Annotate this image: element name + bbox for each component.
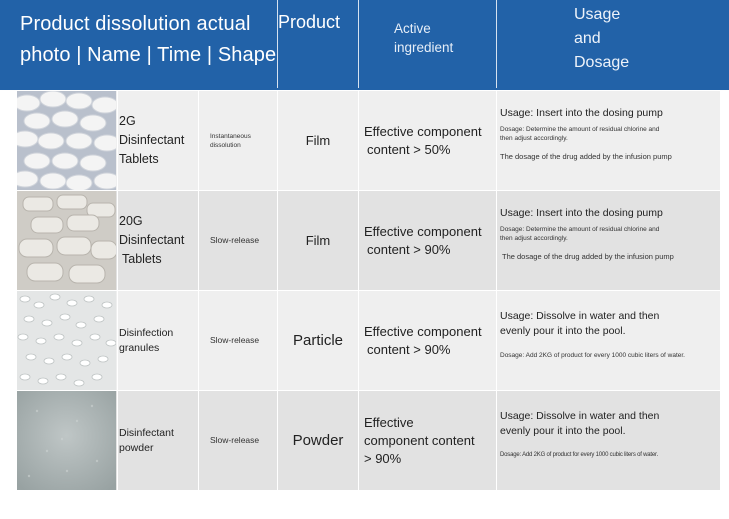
usage-dosage: Usage: Insert into the dosing pump Dosag… (497, 191, 719, 290)
product-shape: Film (305, 133, 331, 148)
dosage-text: Dosage: Determine the amount of residual… (500, 226, 660, 233)
dosage-text: Dosage: Add 2KG of product for every 100… (500, 352, 685, 359)
stacked-tablets-photo (17, 191, 116, 290)
product-name: Disinfectant powder (118, 391, 198, 490)
white-film-tablets-photo (17, 91, 116, 190)
header-divider (277, 0, 278, 88)
header-line-1: Product dissolution actual (20, 13, 251, 35)
time-line: Instantaneous (210, 132, 251, 140)
name-line: Tablets (122, 252, 162, 266)
table-row: 2G Disinfectant Tablets Instantaneous di… (0, 91, 729, 190)
dosage-text: Dosage: Determine the amount of residual… (500, 126, 660, 133)
name-line: powder (119, 441, 154, 454)
name-line: Disinfection (119, 326, 174, 339)
active-line: Effective component (364, 323, 482, 339)
table-header: Product dissolution actual photo | Name … (0, 0, 729, 90)
usage-text: Usage: Insert into the dosing pump (500, 207, 663, 219)
gray-powder-photo (17, 391, 116, 490)
dosage-note: The dosage of the drug added by the infu… (500, 152, 672, 161)
header-divider (496, 0, 497, 88)
time-line: dissolution (210, 141, 241, 149)
row-background (17, 91, 720, 190)
product-name: Disinfection granules (118, 291, 198, 390)
active-ingredient: Effective component content > 90% (359, 391, 496, 490)
name-line: 20G (119, 214, 143, 228)
usage-text: Usage: Dissolve in water and then (500, 410, 660, 422)
usage-dosage: Usage: Dissolve in water and then evenly… (497, 291, 719, 390)
product-shape: Film (305, 233, 331, 248)
usage-dosage: Usage: Insert into the dosing pump Dosag… (497, 91, 719, 190)
header-active-ingredient: Active ingredient (394, 19, 453, 109)
active-line: Effective component (364, 223, 482, 239)
dosage-note: The dosage of the drug added by the infu… (502, 252, 674, 261)
time-line: Slow-release (210, 335, 260, 345)
dissolution-time: Slow-release (199, 191, 277, 290)
active-ingredient: Effective component content > 90% (359, 191, 496, 290)
table-row: Disinfectant powder Slow-release Powder … (0, 391, 729, 490)
white-granules-photo (17, 291, 116, 390)
product-shape: Particle (292, 332, 344, 349)
usage-text: Usage: Insert into the dosing pump (500, 107, 663, 119)
time-line: Slow-release (210, 435, 260, 445)
product-shape: Powder (292, 432, 344, 449)
time-line: Slow-release (210, 235, 260, 245)
column-divider (358, 90, 359, 490)
header-line-2: photo | Name | Time | Shape (20, 44, 277, 66)
name-line: Tablets (119, 152, 159, 166)
usage-text: evenly pour it into the pool. (500, 325, 626, 337)
dosage-text: Dosage: Add 2KG of product for every 100… (500, 452, 658, 458)
header-usage-line-1: Usage (574, 6, 621, 23)
active-line: content > 90% (367, 241, 451, 257)
active-ingredient: Effective component content > 90% (359, 291, 496, 390)
dissolution-time: Slow-release (199, 391, 277, 490)
header-product: Product (278, 12, 341, 32)
table-row: 20G Disinfectant Tablets Slow-release Fi… (0, 191, 729, 290)
active-line: content > 90% (367, 341, 451, 357)
active-line: content > 50% (367, 141, 451, 157)
column-divider (117, 90, 118, 490)
row-background (17, 391, 720, 490)
name-line: Disinfectant (119, 233, 185, 247)
dissolution-time: Slow-release (199, 291, 277, 390)
row-background (17, 291, 720, 390)
active-line: Effective (364, 414, 414, 430)
usage-text: Usage: Dissolve in water and then (500, 310, 660, 322)
name-line: Disinfectant (119, 133, 185, 147)
column-divider (277, 90, 278, 490)
active-line: Effective component (364, 123, 482, 139)
dosage-text: then adjust accordingly. (500, 135, 568, 142)
product-name: 2G Disinfectant Tablets (118, 91, 198, 190)
name-line: 2G (119, 114, 136, 128)
active-ingredient: Effective component content > 50% (359, 91, 496, 190)
column-divider (496, 90, 497, 490)
usage-dosage: Usage: Dissolve in water and then evenly… (497, 391, 719, 490)
column-divider (198, 90, 199, 490)
header-usage-line-2: and (574, 30, 601, 47)
dissolution-time: Instantaneous dissolution (199, 91, 277, 190)
row-background (17, 191, 720, 290)
product-name: 20G Disinfectant Tablets (118, 191, 198, 290)
header-divider (358, 0, 359, 88)
header-photo-name-time-shape: Product dissolution actual photo | Name … (20, 9, 276, 99)
table-row: Disinfection granules Slow-release Parti… (0, 291, 729, 390)
name-line: granules (119, 341, 160, 354)
dosage-text: then adjust accordingly. (500, 235, 568, 242)
active-line: component content (364, 432, 475, 448)
active-line: > 90% (364, 450, 402, 466)
header-usage-line-3: Dosage (574, 54, 630, 71)
header-active-line-1: Active (394, 21, 431, 36)
name-line: Disinfectant (119, 426, 174, 439)
header-active-line-2: ingredient (394, 40, 454, 55)
header-usage-dosage: Usage and Dosage (574, 3, 629, 93)
usage-text: evenly pour it into the pool. (500, 425, 626, 437)
